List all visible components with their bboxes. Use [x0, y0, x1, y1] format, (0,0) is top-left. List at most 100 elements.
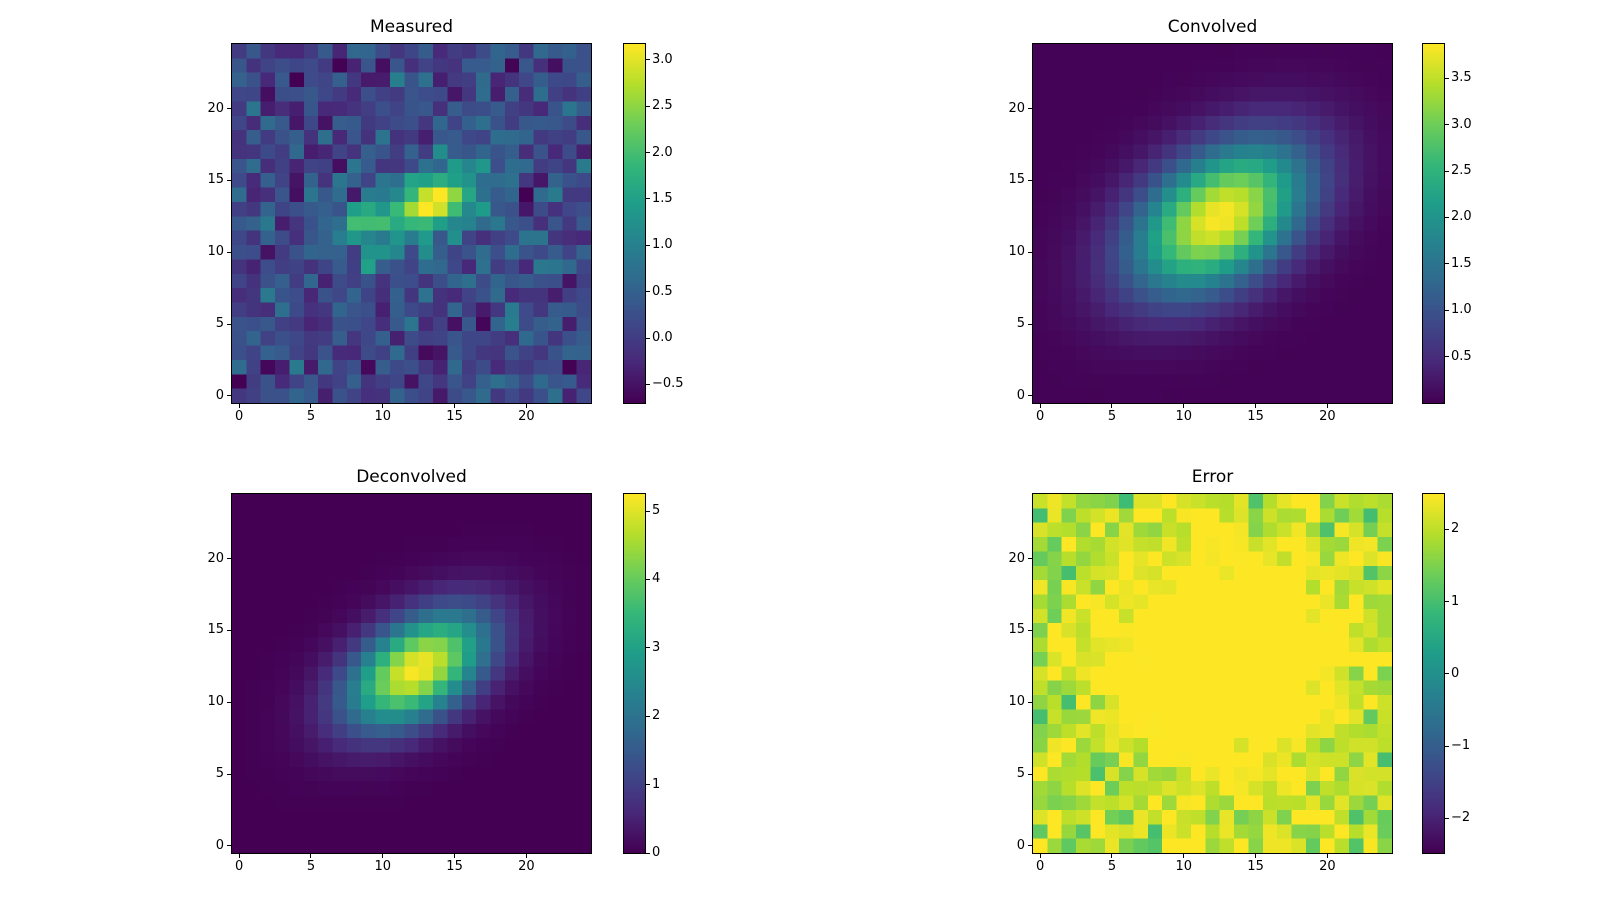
y-tick-mark [227, 323, 231, 325]
colorbar-tick-mark [1445, 356, 1449, 358]
y-tick-label: 15 [1008, 622, 1025, 638]
colorbar-tick-label: 0.5 [652, 283, 673, 299]
colorbar-tick-mark [646, 784, 650, 786]
x-tick-mark [310, 404, 312, 408]
x-tick-label: 15 [446, 859, 463, 874]
y-tick-mark [1028, 323, 1032, 325]
x-tick-label: 5 [306, 859, 316, 874]
panel-title-measured: Measured [369, 17, 454, 37]
colorbar-tick-label: 2.5 [652, 98, 673, 114]
x-tick-mark [1255, 404, 1257, 408]
y-tick-mark [227, 629, 231, 631]
colorbar-tick-label: 1.5 [1451, 255, 1472, 271]
x-tick-mark [1183, 854, 1185, 858]
colorbar-tick-mark [646, 105, 650, 107]
y-tick-mark [1028, 558, 1032, 560]
colorbar-tick-mark [1445, 745, 1449, 747]
x-tick-label: 0 [1036, 859, 1045, 874]
x-tick-mark [238, 404, 240, 408]
y-tick-label: 20 [207, 100, 224, 116]
colorbar-tick-label: 0.0 [652, 330, 673, 346]
colorbar-tick-mark [1445, 601, 1449, 603]
y-tick-label: 10 [1008, 694, 1025, 710]
colorbar-tick-label: −2 [1451, 810, 1471, 826]
colorbar-tick-mark [1445, 124, 1449, 126]
x-tick-mark [1326, 404, 1328, 408]
colorbar-tick-label: 3.0 [652, 51, 673, 67]
y-tick-mark [1028, 629, 1032, 631]
colorbar-tick-label: 0 [652, 845, 661, 860]
colorbar-tick-label: 1 [652, 776, 661, 792]
x-tick-label: 5 [1107, 859, 1117, 874]
x-tick-label: 15 [446, 409, 463, 424]
colorbar-tick-mark [646, 244, 650, 246]
colorbar-tick-label: 0 [1451, 665, 1460, 681]
error-heatmap-image [1032, 493, 1393, 854]
x-tick-mark [1111, 854, 1113, 858]
y-tick-mark [227, 701, 231, 703]
y-tick-mark [227, 558, 231, 560]
colorbar-tick-label: 1.5 [652, 190, 673, 206]
x-tick-mark [1039, 854, 1041, 858]
y-tick-mark [1028, 845, 1032, 847]
y-tick-label: 20 [1008, 100, 1025, 116]
colorbar-tick-label: 1.0 [652, 237, 673, 253]
colorbar-tick-label: −1 [1451, 738, 1471, 754]
panel-title-deconvolved: Deconvolved [356, 467, 467, 487]
colorbar-tick-mark [646, 152, 650, 154]
y-tick-label: 20 [1008, 550, 1025, 566]
measured-colorbar [623, 43, 646, 404]
x-tick-mark [1255, 854, 1257, 858]
y-tick-mark [1028, 773, 1032, 775]
colorbar-tick-label: 5 [652, 503, 661, 519]
y-tick-label: 20 [207, 550, 224, 566]
colorbar-tick-mark [646, 715, 650, 717]
x-tick-mark [525, 404, 527, 408]
x-tick-mark [238, 854, 240, 858]
x-tick-label: 0 [1036, 409, 1045, 424]
x-tick-label: 20 [1319, 409, 1336, 424]
convolved-colorbar [1422, 43, 1445, 404]
colorbar-tick-mark [646, 383, 650, 385]
colorbar-tick-label: 3 [652, 639, 661, 655]
y-tick-label: 15 [207, 172, 224, 188]
y-tick-label: 10 [207, 244, 224, 260]
y-tick-label: 5 [215, 766, 224, 782]
colorbar-tick-mark [1445, 170, 1449, 172]
x-tick-label: 15 [1247, 409, 1264, 424]
colorbar-tick-mark [646, 291, 650, 293]
colorbar-tick-mark [646, 578, 650, 580]
colorbar-tick-mark [646, 337, 650, 339]
x-tick-mark [454, 854, 456, 858]
colorbar-tick-label: 4 [652, 571, 661, 587]
x-tick-label: 10 [1175, 409, 1193, 424]
colorbar-tick-mark [1445, 216, 1449, 218]
x-tick-label: 10 [1175, 859, 1193, 874]
colorbar-tick-label: −0.5 [652, 376, 684, 392]
measured-heatmap-image [231, 43, 592, 404]
colorbar-tick-label: 2.0 [1451, 209, 1472, 225]
y-tick-mark [227, 179, 231, 181]
x-tick-mark [454, 404, 456, 408]
y-tick-label: 0 [215, 837, 224, 853]
colorbar-tick-label: 0.5 [1451, 348, 1472, 364]
x-tick-label: 20 [518, 859, 535, 874]
deconvolved-colorbar [623, 493, 646, 854]
colorbar-tick-label: 2.0 [652, 144, 673, 160]
error-colorbar [1422, 493, 1445, 854]
deconvolved-heatmap-image [231, 493, 592, 854]
x-tick-label: 10 [374, 409, 392, 424]
colorbar-tick-label: 2 [652, 708, 661, 724]
y-tick-label: 5 [215, 316, 224, 332]
y-tick-mark [1028, 701, 1032, 703]
panel-title-convolved: Convolved [1167, 17, 1258, 37]
y-tick-label: 10 [207, 694, 224, 710]
y-tick-label: 5 [1016, 766, 1025, 782]
x-tick-mark [1183, 404, 1185, 408]
x-tick-label: 5 [1107, 409, 1117, 424]
colorbar-tick-label: 2 [1451, 521, 1460, 537]
y-tick-label: 0 [1016, 837, 1025, 853]
